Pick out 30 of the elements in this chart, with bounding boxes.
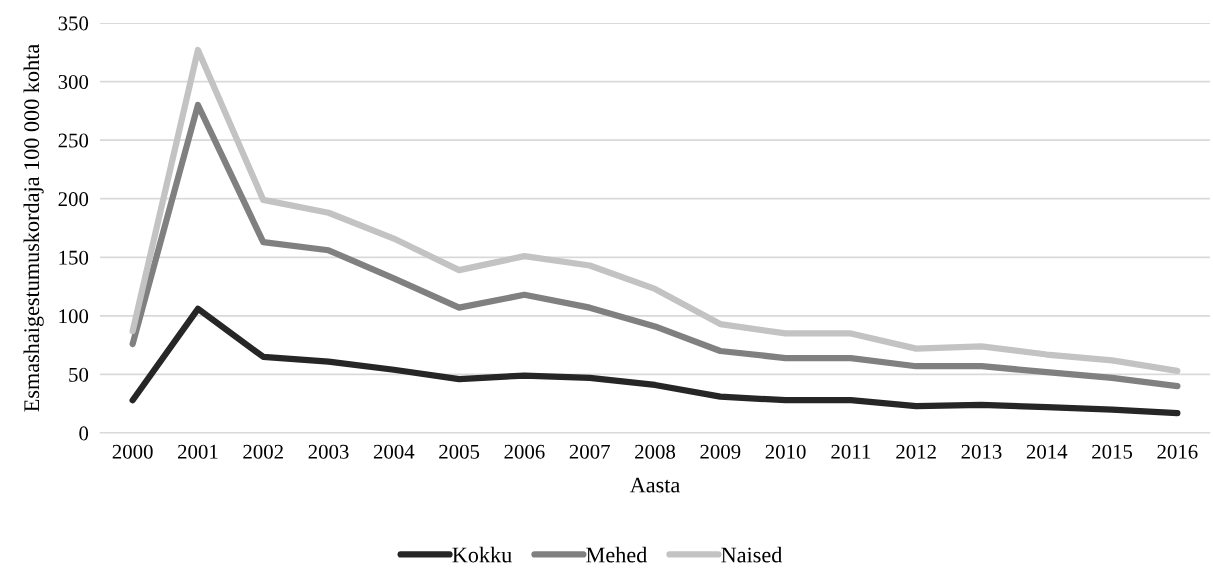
- y-tick-label: 300: [58, 74, 89, 89]
- legend-label: Mehed: [586, 546, 648, 563]
- x-tick-label: 2009: [700, 444, 741, 459]
- y-tick-label: 350: [58, 16, 89, 31]
- y-tick-label: 50: [69, 367, 89, 382]
- y-tick-label: 150: [59, 250, 89, 265]
- x-tick-label: 2007: [569, 444, 610, 459]
- x-tick-label: 2008: [635, 444, 676, 459]
- x-tick-label: 2001: [178, 444, 218, 459]
- x-tick-label: 2003: [308, 444, 349, 459]
- x-tick-label: 2015: [1092, 444, 1133, 459]
- y-tick-label: 250: [58, 133, 89, 148]
- x-tick-label: 2010: [765, 444, 806, 459]
- legend-label: Naised: [721, 546, 783, 563]
- x-tick-label: 2016: [1157, 444, 1198, 459]
- x-tick-label: 2012: [896, 444, 936, 459]
- y-tick-label: 0: [79, 426, 89, 441]
- x-tick-label: 2000: [112, 444, 153, 459]
- y-tick-label: 200: [58, 192, 89, 207]
- y-tick-label: 100: [59, 309, 89, 324]
- y-axis-title: Esmashaigestumuskordaja 100 000 kohta: [23, 44, 44, 412]
- x-tick-label: 2011: [831, 444, 871, 459]
- x-tick-label: 2002: [243, 444, 283, 459]
- legend-label: Kokku: [452, 546, 512, 563]
- x-tick-label: 2006: [504, 444, 545, 459]
- x-tick-label: 2004: [373, 444, 415, 459]
- x-tick-label: 2005: [439, 444, 480, 459]
- x-tick-label: 2014: [1026, 444, 1068, 459]
- x-axis-title: Aasta: [629, 477, 680, 493]
- x-tick-label: 2013: [961, 444, 1002, 459]
